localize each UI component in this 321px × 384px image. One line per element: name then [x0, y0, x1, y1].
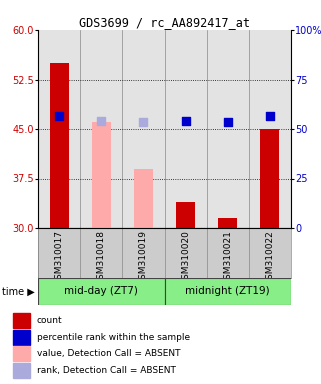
Bar: [176, 202, 195, 228]
Text: GSM310022: GSM310022: [265, 230, 274, 285]
Bar: [164, 30, 207, 228]
Text: rank, Detection Call = ABSENT: rank, Detection Call = ABSENT: [37, 366, 176, 375]
Bar: [218, 218, 237, 228]
Text: percentile rank within the sample: percentile rank within the sample: [37, 333, 190, 341]
Bar: [164, 278, 291, 305]
Text: value, Detection Call = ABSENT: value, Detection Call = ABSENT: [37, 349, 180, 358]
Bar: [50, 63, 69, 228]
Bar: [13, 363, 30, 378]
Text: GSM310018: GSM310018: [97, 230, 106, 285]
Bar: [38, 30, 80, 228]
Bar: [13, 329, 30, 344]
Bar: [249, 30, 291, 228]
Title: GDS3699 / rc_AA892417_at: GDS3699 / rc_AA892417_at: [79, 16, 250, 29]
Bar: [13, 313, 30, 328]
Text: mid-day (ZT7): mid-day (ZT7): [64, 286, 138, 296]
Bar: [80, 30, 122, 228]
Text: time ▶: time ▶: [2, 286, 34, 296]
Text: GSM310017: GSM310017: [55, 230, 64, 285]
Point: [99, 118, 104, 124]
Text: GSM310020: GSM310020: [181, 230, 190, 285]
Bar: [13, 346, 30, 361]
Bar: [38, 278, 164, 305]
Text: GSM310019: GSM310019: [139, 230, 148, 285]
Bar: [207, 30, 249, 228]
Point: [183, 118, 188, 124]
Point: [141, 119, 146, 126]
Text: count: count: [37, 316, 63, 325]
Bar: [92, 122, 111, 228]
Point: [56, 113, 62, 119]
Point: [225, 119, 230, 126]
Bar: [260, 129, 279, 228]
Point: [267, 113, 273, 119]
Text: GSM310021: GSM310021: [223, 230, 232, 285]
Bar: [122, 30, 164, 228]
Text: midnight (ZT19): midnight (ZT19): [186, 286, 270, 296]
Bar: [134, 169, 153, 228]
